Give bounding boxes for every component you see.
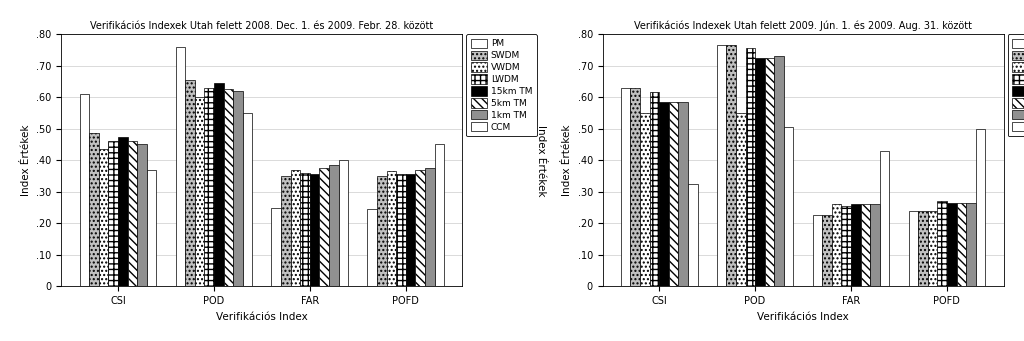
Bar — [425, 168, 434, 286]
Title: Verifikációs Indexek Utah felett 2009. Jún. 1. és 2009. Aug. 31. között: Verifikációs Indexek Utah felett 2009. J… — [634, 20, 972, 31]
Bar — [842, 206, 851, 286]
Bar — [649, 92, 659, 286]
Bar — [109, 141, 118, 286]
Bar — [80, 94, 89, 286]
Bar — [908, 211, 919, 286]
Bar — [386, 171, 396, 286]
Bar — [319, 168, 329, 286]
Bar — [822, 216, 831, 286]
Bar — [233, 91, 243, 286]
Bar — [631, 88, 640, 286]
Bar — [688, 184, 697, 286]
Bar — [736, 113, 745, 286]
X-axis label: Verifikációs Index: Verifikációs Index — [216, 312, 308, 322]
Bar — [300, 173, 310, 286]
Bar — [621, 88, 631, 286]
Bar — [851, 204, 860, 286]
Bar — [271, 208, 281, 286]
Bar — [717, 45, 726, 286]
Bar — [976, 129, 985, 286]
Bar — [416, 170, 425, 286]
Bar — [310, 175, 319, 286]
Bar — [291, 170, 300, 286]
Bar — [679, 102, 688, 286]
X-axis label: Verifikációs Index: Verifikációs Index — [757, 312, 849, 322]
Y-axis label: Index Értékek: Index Értékek — [20, 124, 31, 196]
Bar — [281, 176, 291, 286]
Y-axis label: Index Értékek: Index Értékek — [536, 124, 546, 196]
Bar — [185, 80, 195, 286]
Bar — [223, 89, 233, 286]
Bar — [870, 204, 880, 286]
Bar — [860, 204, 870, 286]
Bar — [928, 211, 937, 286]
Bar — [89, 133, 99, 286]
Bar — [339, 160, 348, 286]
Bar — [784, 127, 794, 286]
Bar — [396, 175, 406, 286]
Bar — [755, 58, 765, 286]
Title: Verifikációs Indexek Utah felett 2008. Dec. 1. és 2009. Febr. 28. között: Verifikációs Indexek Utah felett 2008. D… — [90, 20, 433, 31]
Legend: PM, SWDM, VWDM, LWDM, 15km TM, 5km TM, 1km TM, CCM: PM, SWDM, VWDM, LWDM, 15km TM, 5km TM, 1… — [466, 34, 537, 136]
Bar — [919, 211, 928, 286]
Bar — [329, 165, 339, 286]
Bar — [377, 176, 386, 286]
Legend: PM, SWDM, VWDM, LWDM, 15km TM, 5km TM, 1km TM, CCM: PM, SWDM, VWDM, LWDM, 15km TM, 5km TM, 1… — [1008, 34, 1024, 136]
Bar — [726, 45, 736, 286]
Bar — [175, 47, 185, 286]
Bar — [659, 102, 669, 286]
Bar — [128, 141, 137, 286]
Bar — [146, 170, 157, 286]
Bar — [947, 203, 956, 286]
Bar — [214, 83, 223, 286]
Bar — [195, 97, 205, 286]
Bar — [243, 113, 252, 286]
Y-axis label: Index Értékek: Index Értékek — [562, 124, 572, 196]
Bar — [205, 88, 214, 286]
Bar — [765, 58, 774, 286]
Bar — [813, 216, 822, 286]
Bar — [434, 145, 444, 286]
Bar — [368, 209, 377, 286]
Bar — [774, 56, 784, 286]
Bar — [669, 102, 679, 286]
Bar — [118, 137, 128, 286]
Bar — [137, 145, 146, 286]
Bar — [831, 204, 842, 286]
Bar — [966, 203, 976, 286]
Bar — [406, 175, 416, 286]
Bar — [640, 113, 649, 286]
Bar — [745, 48, 755, 286]
Bar — [880, 151, 890, 286]
Bar — [937, 201, 947, 286]
Bar — [956, 203, 966, 286]
Bar — [99, 149, 109, 286]
